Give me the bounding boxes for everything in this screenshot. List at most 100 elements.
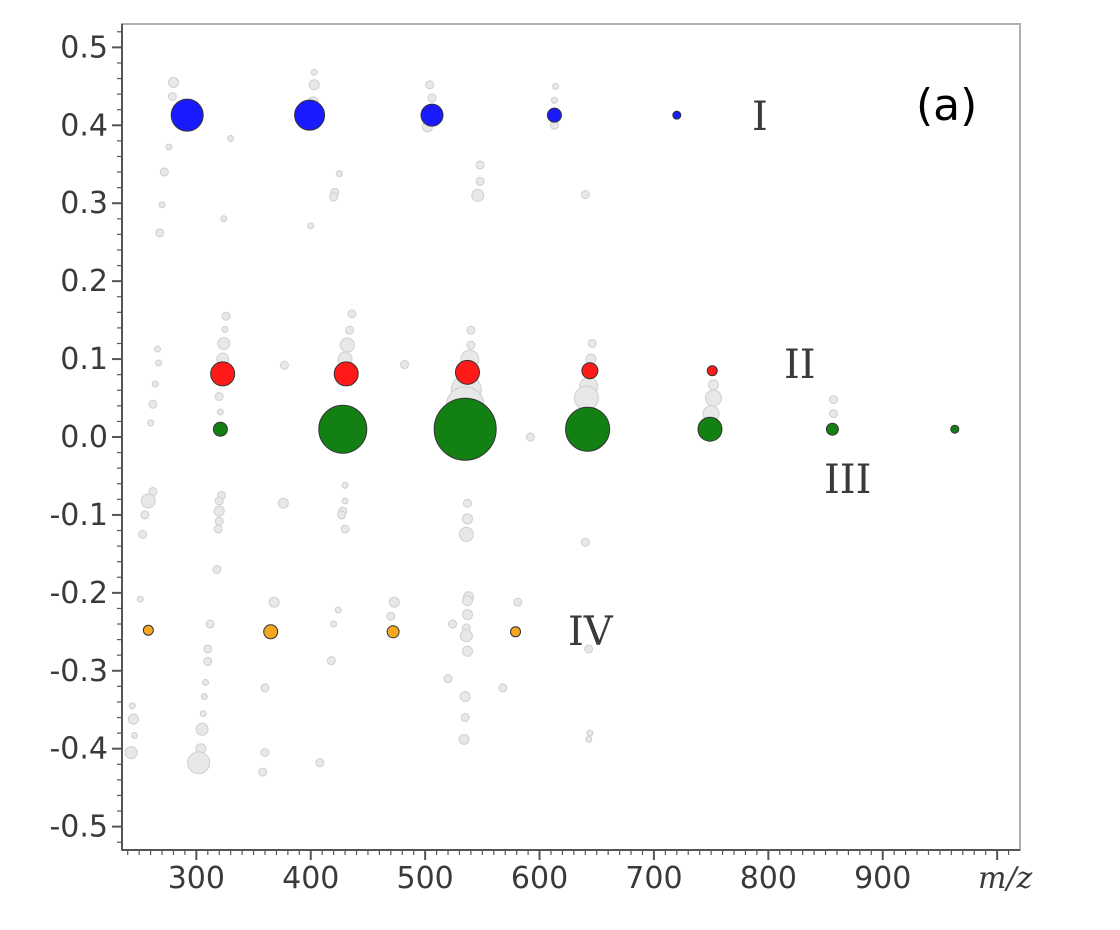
series-II-point: [333, 361, 359, 387]
background-point: [341, 481, 349, 489]
series-IV-point: [510, 626, 522, 638]
background-point: [155, 359, 163, 367]
series-III-point: [950, 424, 960, 434]
background-point: [258, 767, 268, 777]
y-tick-label: 0.0: [60, 420, 108, 455]
background-point: [586, 729, 594, 737]
y-tick-label: 0.2: [60, 264, 108, 299]
background-point: [213, 505, 225, 517]
background-point: [147, 419, 155, 427]
background-point: [214, 496, 224, 506]
x-tick-label: 900: [854, 861, 911, 896]
x-tick-label: 600: [511, 861, 568, 896]
background-point: [471, 188, 485, 202]
background-point: [221, 311, 231, 321]
background-point: [400, 360, 410, 370]
background-point: [202, 678, 210, 686]
background-point: [127, 713, 139, 725]
background-point: [475, 160, 485, 170]
background-point: [458, 733, 470, 745]
background-point: [330, 620, 338, 628]
series-points: [142, 98, 960, 640]
background-point: [341, 497, 349, 505]
background-point: [212, 564, 222, 574]
background-point: [573, 385, 599, 411]
background-point: [221, 325, 229, 333]
background-point: [158, 201, 166, 209]
y-tick-label: 0.5: [60, 30, 108, 65]
y-tick-label: -0.1: [49, 498, 108, 533]
background-point: [167, 91, 177, 101]
background-point: [458, 526, 474, 542]
series-III-point: [697, 416, 723, 442]
series-IV-point: [386, 625, 400, 639]
x-tick-label: 500: [397, 861, 454, 896]
background-point: [148, 399, 158, 409]
background-point: [459, 690, 471, 702]
background-point: [466, 340, 476, 350]
background-point: [427, 93, 437, 103]
background-point: [200, 692, 208, 700]
background-point: [347, 309, 357, 319]
y-tick-label: -0.2: [49, 576, 108, 611]
series-label-II: II: [784, 342, 816, 388]
background-point: [335, 170, 343, 178]
background-point: [203, 656, 213, 666]
series-I-point: [420, 103, 444, 127]
background-point: [214, 391, 224, 401]
background-point: [213, 524, 223, 534]
background-point: [326, 656, 336, 666]
background-point: [310, 68, 318, 76]
background-point: [124, 746, 138, 760]
background-point: [386, 611, 396, 621]
series-II-point: [210, 361, 236, 387]
background-point: [195, 722, 209, 736]
background-point: [345, 325, 355, 335]
background-point: [580, 537, 590, 547]
series-III-point: [433, 397, 497, 461]
background-point: [585, 735, 593, 743]
series-I-point: [294, 99, 326, 131]
background-point: [131, 731, 139, 739]
background-point: [829, 395, 839, 405]
background-point: [461, 645, 473, 657]
background-point: [584, 644, 594, 654]
series-III-point: [565, 406, 611, 452]
series-II-point: [454, 359, 480, 385]
series-III-point: [825, 422, 839, 436]
annotations: m/z (a) I II III IV: [568, 80, 1033, 896]
series-I-point: [672, 110, 682, 120]
background-point: [260, 683, 270, 693]
background-point: [459, 629, 473, 643]
series-IV-point: [142, 624, 154, 636]
x-axis-ticks: 300 400 500 600 700 800 900: [127, 850, 1010, 896]
background-point: [329, 192, 339, 202]
x-tick-label: 300: [168, 861, 225, 896]
background-point: [337, 510, 347, 520]
background-point: [307, 222, 315, 230]
background-point: [443, 674, 453, 684]
background-point: [498, 683, 508, 693]
background-point: [136, 595, 144, 603]
background-point: [552, 82, 560, 90]
background-point: [334, 606, 342, 614]
background-point: [205, 619, 215, 629]
y-axis-ticks: 0.5 0.4 0.3 0.2 0.1 0.0 -0.1 -0.2 -0.3 -0.4 -0.5: [49, 30, 122, 845]
background-point: [140, 510, 150, 520]
series-II-point: [581, 362, 599, 380]
y-tick-label: -0.3: [49, 654, 108, 689]
background-point: [128, 702, 136, 710]
background-point: [525, 432, 535, 442]
background-point: [203, 644, 213, 654]
background-point: [425, 80, 435, 90]
background-point: [140, 493, 156, 509]
y-tick-label: 0.3: [60, 186, 108, 221]
series-II-point: [706, 365, 718, 377]
background-point: [315, 758, 325, 768]
background-point: [339, 337, 355, 353]
background-point: [460, 713, 470, 723]
background-point: [462, 498, 472, 508]
background-point: [513, 597, 523, 607]
background-point: [151, 380, 159, 388]
background-point: [138, 529, 148, 539]
